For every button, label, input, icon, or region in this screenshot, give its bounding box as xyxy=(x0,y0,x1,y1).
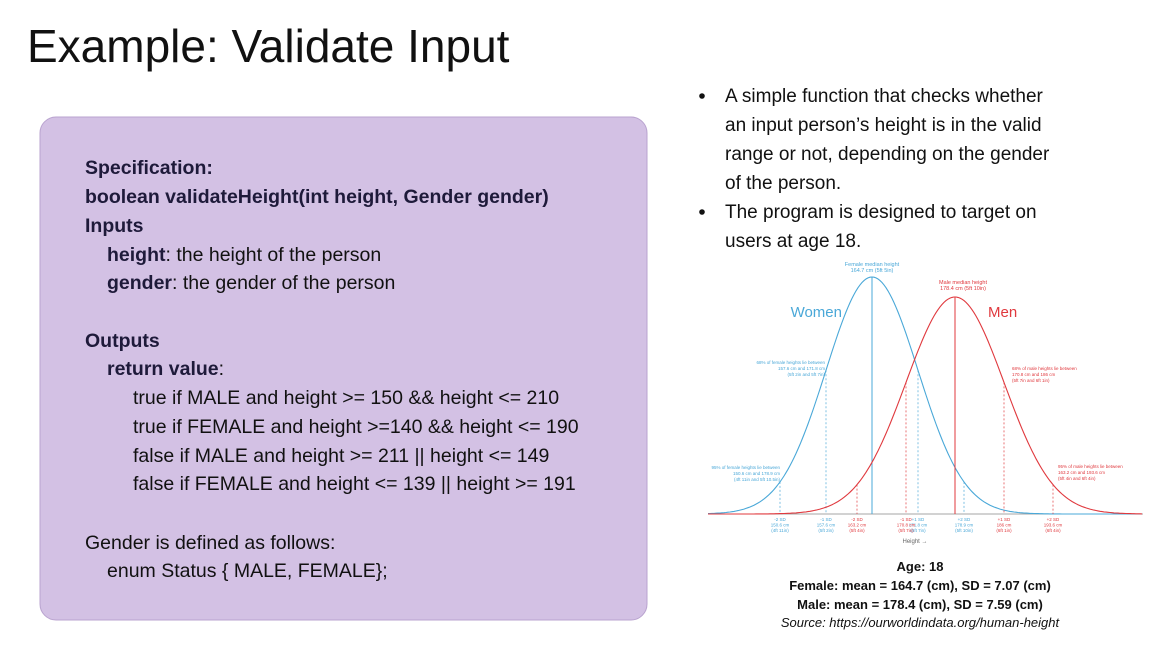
desc: : the height of the person xyxy=(166,244,382,266)
range-note: 163.2 cm and 193.6 cm xyxy=(1058,470,1105,475)
outputs-heading: Outputs xyxy=(85,330,160,352)
sd-tick-label: (4ft 11in) xyxy=(771,528,789,533)
signature: boolean validateHeight(int height, Gende… xyxy=(85,186,549,208)
input-line: height: the height of the person xyxy=(107,244,381,266)
input-line: gender: the gender of the person xyxy=(107,272,395,294)
women-label: Women xyxy=(791,304,842,321)
bullet-dot xyxy=(699,209,705,215)
range-note: (4ft 11in and 5ft 10.5in) xyxy=(734,477,780,482)
caption-source: Source: https://ourworldindata.org/human… xyxy=(781,615,1061,630)
sd-tick-label: 163.2 cm xyxy=(848,523,867,528)
rule: false if FEMALE and height <= 139 || hei… xyxy=(133,473,576,495)
caption: Age: 18 Female: mean = 164.7 (cm), SD = … xyxy=(781,559,1061,630)
return-line: return value: xyxy=(107,358,224,380)
sd-tick-label: 150.6 cm xyxy=(771,523,790,528)
inputs-heading: Inputs xyxy=(85,215,144,237)
male-median: Male median height xyxy=(939,280,987,286)
spec-box xyxy=(39,116,648,621)
range-note: (5ft 2in and 5ft 7in) xyxy=(787,372,825,377)
sd-tick-label: (5ft 2in) xyxy=(818,528,834,533)
x-axis-label: Height → xyxy=(902,539,927,545)
sd-tick-label: -2 SD xyxy=(851,517,863,522)
range-note: 157.6 cm and 171.8 cm xyxy=(778,366,825,371)
range-note: 68% of female heights lie between xyxy=(756,360,825,365)
sd-tick-label: 193.6 cm xyxy=(1044,523,1063,528)
sd-tick-label: -1 SD xyxy=(820,517,832,522)
sd-tick-label: -2 SD xyxy=(774,517,786,522)
term: gender xyxy=(107,272,172,294)
spec: Specification: boolean validateHeight(in… xyxy=(85,157,579,582)
sd-tick-label: +2 SD xyxy=(1047,517,1060,522)
sd-tick-label: (5ft 7in) xyxy=(910,528,926,533)
bullet-line: of the person. xyxy=(725,173,841,194)
gender-note: Gender is defined as follows: xyxy=(85,532,335,554)
sd-tick-label: (5ft 10in) xyxy=(955,528,973,533)
range-note: (5ft 7in and 6ft 1in) xyxy=(1012,378,1050,383)
rule: true if MALE and height >= 150 && height… xyxy=(133,387,559,409)
sd-tick-label: 178.9 cm xyxy=(955,523,974,528)
female-median: 164.7 cm (5ft 5in) xyxy=(851,268,894,274)
range-note: 150.6 cm and 178.9 cm xyxy=(733,471,780,476)
range-note: 170.8 cm and 186 cm xyxy=(1012,372,1056,377)
sd-tick-label: 171.8 cm xyxy=(909,523,928,528)
bullet-line: range or not, depending on the gender xyxy=(725,144,1050,165)
sd-tick-label: +2 SD xyxy=(958,517,971,522)
sd-tick-label: +1 SD xyxy=(998,517,1011,522)
men-label: Men xyxy=(988,304,1017,321)
bullet-line: users at age 18. xyxy=(725,231,861,252)
distribution-curve xyxy=(707,276,1142,515)
range-note: 95% of female heights lie between xyxy=(711,465,780,470)
sd-tick-label: 157.6 cm xyxy=(817,523,836,528)
rule: true if FEMALE and height >=140 && heigh… xyxy=(133,416,579,438)
term: height xyxy=(107,244,166,266)
range-note: 68% of male heights lie between xyxy=(1012,366,1077,371)
range-note: (5ft 4in and 6ft 4in) xyxy=(1058,476,1096,481)
slide-title: Example: Validate Input xyxy=(27,20,510,72)
caption-male: Male: mean = 178.4 (cm), SD = 7.59 (cm) xyxy=(797,597,1043,612)
sd-tick-label: (5ft 7in) xyxy=(898,528,914,533)
rule: false if MALE and height >= 211 || heigh… xyxy=(133,445,549,467)
distribution-curve xyxy=(708,296,1143,515)
sd-tick-label: -1 SD xyxy=(900,517,912,522)
range-note: 95% of male heights lie between xyxy=(1058,464,1123,469)
desc: : xyxy=(219,358,224,380)
caption-female: Female: mean = 164.7 (cm), SD = 7.07 (cm… xyxy=(789,578,1051,593)
sd-tick-label: (5ft 4in) xyxy=(849,528,865,533)
female-median: Female median height xyxy=(845,262,900,268)
sd-tick-label: +1 SD xyxy=(912,517,925,522)
bullet-dot xyxy=(699,93,705,99)
sd-tick-label: 170.8 cm xyxy=(897,523,916,528)
bullet-line: The program is designed to target on xyxy=(725,202,1037,223)
sd-tick-label: 186 cm xyxy=(997,523,1012,528)
term: return value xyxy=(107,358,219,380)
bullet-line: A simple function that checks whether xyxy=(725,86,1044,107)
caption-age: Age: 18 xyxy=(897,559,944,574)
bullets: A simple function that checks whether an … xyxy=(699,86,1050,252)
bullet-line: an input person’s height is in the valid xyxy=(725,115,1042,136)
enum: enum Status { MALE, FEMALE}; xyxy=(107,560,388,582)
desc: : the gender of the person xyxy=(172,272,395,294)
spec-heading: Specification: xyxy=(85,157,213,179)
sd-tick-label: (6ft 1in) xyxy=(996,528,1012,533)
sd-tick-label: (6ft 4in) xyxy=(1045,528,1061,533)
male-median: 178.4 cm (5ft 10in) xyxy=(940,286,986,292)
